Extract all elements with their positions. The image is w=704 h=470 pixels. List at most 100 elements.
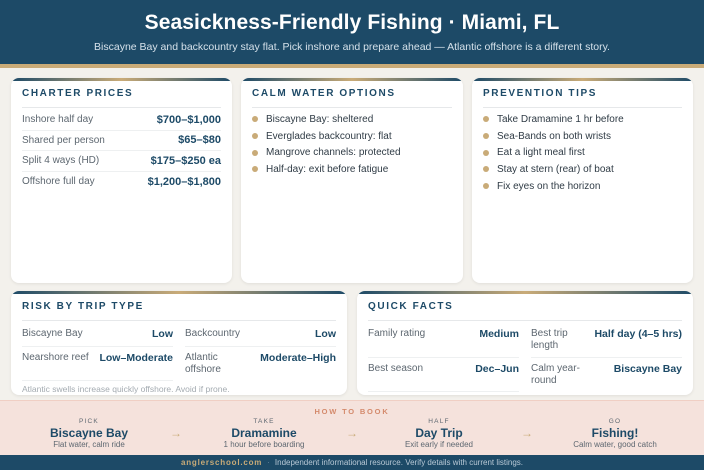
list-item-text: Biscayne Bay: sheltered [266, 113, 374, 125]
price-label: Inshore half day [22, 114, 94, 126]
fact-row: Best season Dec–Jun [368, 358, 519, 392]
risk-label: Biscayne Bay [22, 328, 83, 339]
price-value: $700–$1,000 [156, 113, 221, 126]
bullet-dot-icon [483, 166, 489, 173]
risk-row: Atlantic offshore Moderate–High [185, 347, 336, 381]
bullet-dot-icon [252, 149, 258, 156]
price-list: Inshore half day $700–$1,000 Shared per … [22, 110, 221, 192]
how-to-book-banner: HOW TO BOOK PICK Biscayne Bay Flat water… [0, 400, 704, 455]
step-main: Dramamine [231, 426, 297, 440]
prevention-tips-card: PREVENTION TIPS Take Dramamine 1 hr befo… [472, 78, 693, 283]
list-item: Biscayne Bay: sheltered [252, 111, 452, 128]
step-sub: Exit early if needed [404, 440, 474, 449]
list-item-text: Take Dramamine 1 hr before [497, 113, 624, 125]
arrow-right-icon: → [346, 426, 358, 440]
card-title: CALM WATER OPTIONS [252, 88, 452, 108]
step-take: TAKE Dramamine 1 hour before boarding [194, 418, 334, 449]
bullet-dot-icon [483, 116, 489, 123]
bullet-dot-icon [252, 133, 258, 140]
step-kicker: GO [608, 418, 622, 425]
step-kicker: HALF [428, 418, 450, 425]
calm-water-card: CALM WATER OPTIONS Biscayne Bay: shelter… [241, 78, 463, 283]
price-row: Shared per person $65–$80 [22, 131, 221, 151]
step-kicker: TAKE [253, 418, 275, 425]
fact-value: Biscayne Bay [613, 363, 682, 375]
price-label: Split 4 ways (HD) [22, 155, 100, 167]
fact-label: Best season [368, 363, 424, 374]
footer-disclaimer: Independent informational resource. Veri… [274, 458, 524, 467]
prevention-list: Take Dramamine 1 hr before Sea-Bands on … [483, 111, 682, 194]
list-item: Eat a light meal first [483, 144, 682, 161]
list-item-text: Sea-Bands on both wrists [497, 130, 611, 142]
list-item: Fix eyes on the horizon [483, 178, 682, 195]
card-title: CHARTER PRICES [22, 88, 221, 108]
list-item-text: Mangrove channels: protected [266, 147, 401, 159]
risk-value: Low [315, 328, 336, 340]
price-label: Offshore full day [22, 176, 95, 188]
list-item: Sea-Bands on both wrists [483, 128, 682, 145]
list-item-text: Fix eyes on the horizon [497, 180, 601, 192]
fact-label: Calm year-round [531, 363, 580, 386]
fact-label: Family rating [368, 328, 426, 339]
fact-value: Dec–Jun [475, 363, 519, 375]
risk-value: Low–Moderate [99, 352, 173, 364]
risk-label: Backcountry [185, 328, 241, 339]
price-row: Inshore half day $700–$1,000 [22, 110, 221, 131]
fact-value: Half day (4–5 hrs) [594, 328, 682, 340]
step-kicker: PICK [79, 418, 99, 425]
risk-row: Biscayne Bay Low [22, 323, 173, 347]
fact-label: Best trip length [531, 328, 568, 351]
step-main: Day Trip [415, 426, 463, 440]
charter-prices-card: CHARTER PRICES Inshore half day $700–$1,… [11, 78, 232, 283]
bullet-dot-icon [252, 166, 258, 173]
price-row: Offshore full day $1,200–$1,800 [22, 172, 221, 193]
risk-label: Nearshore reef [22, 352, 89, 363]
list-item: Mangrove channels: protected [252, 144, 452, 161]
fact-row: Family rating Medium [368, 323, 519, 358]
bullet-dot-icon [483, 183, 489, 190]
fact-row: Calm year-round Biscayne Bay [531, 358, 682, 392]
list-item: Half-day: exit before fatigue [252, 161, 452, 178]
how-to-book-title: HOW TO BOOK [314, 407, 390, 416]
list-item-text: Stay at stern (rear) of boat [497, 163, 614, 175]
step-sub: Flat water, calm ride [53, 440, 125, 449]
price-value: $175–$250 ea [150, 154, 221, 167]
risk-row: Nearshore reef Low–Moderate [22, 347, 173, 381]
price-value: $65–$80 [178, 134, 221, 147]
page-header: Seasickness-Friendly Fishing · Miami, FL… [0, 0, 704, 64]
footer-separator: · [267, 458, 270, 467]
step-sub: 1 hour before boarding [223, 440, 305, 449]
price-row: Split 4 ways (HD) $175–$250 ea [22, 151, 221, 172]
step-pick: PICK Biscayne Bay Flat water, calm ride [19, 418, 159, 449]
risk-label: Atlantic offshore [185, 352, 221, 375]
risk-value: Moderate–High [260, 352, 336, 364]
list-item-text: Eat a light meal first [497, 147, 585, 159]
price-value: $1,200–$1,800 [147, 175, 221, 188]
step-main: Biscayne Bay [49, 426, 129, 440]
bullet-dot-icon [483, 149, 489, 156]
card-title: RISK BY TRIP TYPE [22, 301, 336, 321]
quick-facts-card: QUICK FACTS Family rating Medium Best tr… [357, 291, 693, 395]
list-item: Everglades backcountry: flat [252, 128, 452, 145]
page-subtitle: Biscayne Bay and backcountry stay flat. … [94, 41, 610, 53]
step-main: Fishing! [591, 426, 639, 440]
list-item: Take Dramamine 1 hr before [483, 111, 682, 128]
risk-value: Low [152, 328, 173, 340]
footer-brand-link[interactable]: anglerschool.com [180, 458, 263, 467]
price-label: Shared per person [22, 134, 105, 146]
step-sub: Calm water, good catch [573, 440, 657, 449]
card-title: QUICK FACTS [368, 301, 682, 321]
list-item-text: Everglades backcountry: flat [266, 130, 392, 142]
calm-water-list: Biscayne Bay: sheltered Everglades backc… [252, 111, 452, 178]
risk-note: Atlantic swells increase quickly offshor… [22, 384, 230, 394]
risk-grid: Biscayne Bay Low Backcountry Low Nearsho… [22, 323, 336, 381]
fact-row: Best trip length Half day (4–5 hrs) [531, 323, 682, 358]
list-item-text: Half-day: exit before fatigue [266, 163, 389, 175]
arrow-right-icon: → [170, 426, 182, 440]
page-title: Seasickness-Friendly Fishing · Miami, FL [144, 11, 560, 34]
risk-card: RISK BY TRIP TYPE Biscayne Bay Low Backc… [11, 291, 347, 395]
bullet-dot-icon [252, 116, 258, 123]
list-item: Stay at stern (rear) of boat [483, 161, 682, 178]
arrow-right-icon: → [521, 426, 533, 440]
page-footer: anglerschool.com · Independent information… [0, 455, 704, 470]
